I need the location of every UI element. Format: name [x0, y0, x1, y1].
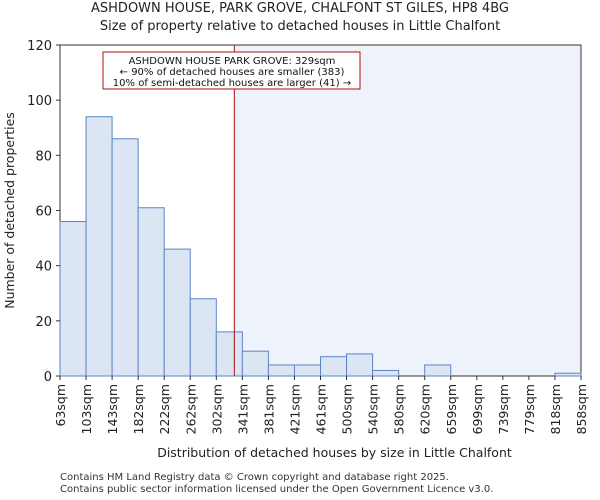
x-tick-label: 580sqm	[392, 384, 407, 434]
x-tick-label: 381sqm	[261, 384, 276, 434]
bar-421sqm	[293, 364, 322, 377]
x-tick-label: 659sqm	[444, 384, 459, 434]
annotation-line-3: 10% of semi-detached houses are larger (…	[113, 78, 351, 89]
chart-title: ASHDOWN HOUSE, PARK GROVE, CHALFONT ST G…	[91, 1, 509, 16]
chart-subtitle: Size of property relative to detached ho…	[99, 19, 501, 34]
x-tick-label: 302sqm	[209, 384, 224, 434]
bar-500sqm	[346, 353, 374, 377]
bar-818sqm	[554, 372, 582, 377]
y-tick-label: 80	[35, 149, 52, 164]
bar-222sqm	[163, 248, 191, 377]
x-tick-label: 63sqm	[53, 384, 68, 427]
x-tick-label: 699sqm	[470, 384, 485, 434]
bar-302sqm	[215, 331, 243, 377]
x-tick-label: 143sqm	[105, 384, 120, 434]
x-tick-label: 461sqm	[314, 384, 329, 434]
y-tick-label: 120	[27, 39, 52, 54]
bar-182sqm	[137, 207, 165, 377]
x-tick-label: 341sqm	[235, 384, 250, 434]
y-tick-label: 0	[44, 370, 52, 385]
y-tick-label: 60	[35, 205, 52, 220]
x-tick-label: 858sqm	[574, 384, 589, 434]
y-tick-label: 40	[35, 260, 52, 275]
footer-licence: Contains public sector information licen…	[60, 484, 494, 495]
x-tick-label: 779sqm	[522, 384, 537, 434]
footer-copyright: Contains HM Land Registry data © Crown c…	[60, 472, 449, 483]
x-tick-label: 500sqm	[340, 384, 355, 434]
x-tick-label: 540sqm	[366, 384, 381, 434]
bar-103sqm	[85, 116, 113, 377]
bar-540sqm	[372, 369, 400, 377]
bar-262sqm	[189, 298, 217, 377]
bar-461sqm	[320, 356, 348, 377]
annotation-line-2: ← 90% of detached houses are smaller (38…	[120, 67, 345, 78]
x-tick-label: 182sqm	[131, 384, 146, 434]
x-tick-label: 103sqm	[79, 384, 94, 434]
histogram-chart: 0 20 40 60 80 100 120 63sqm 103sqm 143sqm 182sqm 22…	[2, 39, 589, 460]
annotation-box	[102, 51, 361, 90]
bar-381sqm	[267, 364, 295, 377]
x-tick-label: 620sqm	[418, 384, 433, 434]
x-tick-label: 262sqm	[183, 384, 198, 434]
bar-341sqm	[241, 350, 269, 377]
x-tick-label: 739sqm	[496, 384, 511, 434]
x-tick-label: 818sqm	[548, 384, 563, 434]
y-axis-label: Number of detached properties	[2, 112, 17, 309]
larger-region-shade	[234, 45, 582, 376]
y-tick-label: 20	[35, 315, 52, 330]
x-tick-label: 421sqm	[287, 384, 302, 434]
y-tick-label: 100	[27, 94, 52, 109]
x-tick-label: 222sqm	[157, 384, 172, 434]
bar-63sqm	[59, 221, 87, 377]
bar-620sqm	[424, 364, 452, 377]
x-axis-label: Distribution of detached houses by size …	[157, 445, 512, 460]
annotation-line-1: ASHDOWN HOUSE PARK GROVE: 329sqm	[129, 56, 336, 67]
bar-143sqm	[111, 138, 139, 377]
